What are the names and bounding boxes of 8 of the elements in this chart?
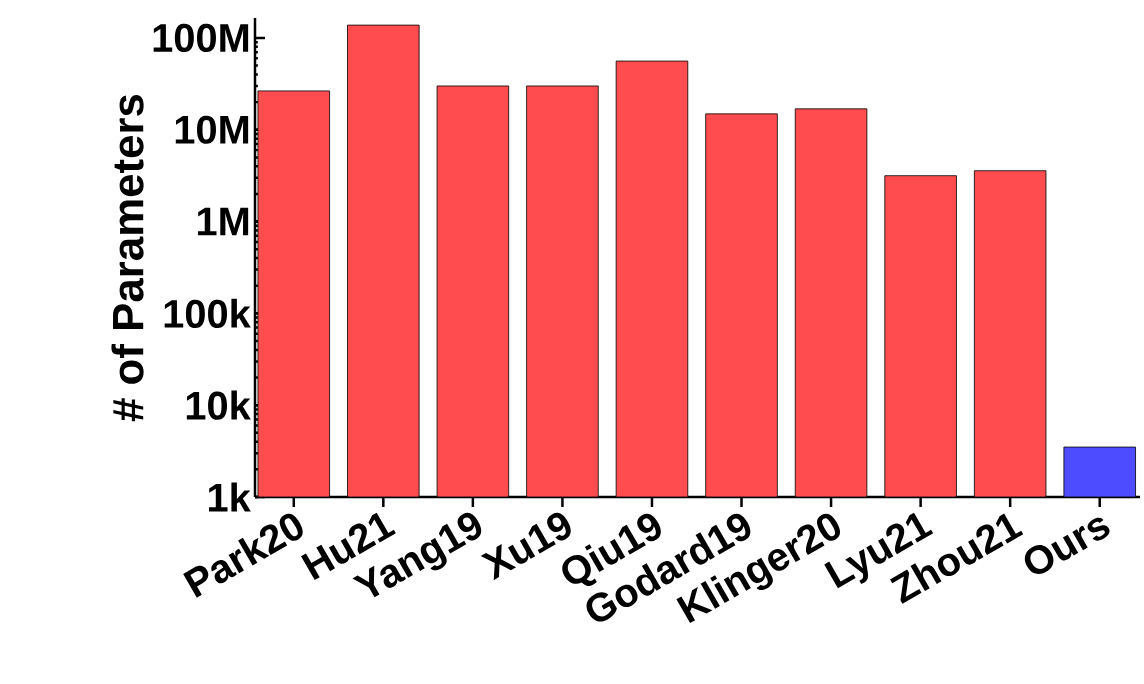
x-tick-label: Ours <box>1024 517 1110 575</box>
y-tick-label: 100M <box>153 23 249 53</box>
y-tick-label: 100k <box>164 298 251 329</box>
y-axis-title: # of Parameters <box>111 94 144 422</box>
y-tick-label: 1M <box>197 207 249 236</box>
y-tick-label: 1k <box>209 482 251 512</box>
y-tick-label: 10k <box>186 390 251 420</box>
y-tick-label: 10M <box>175 115 249 144</box>
